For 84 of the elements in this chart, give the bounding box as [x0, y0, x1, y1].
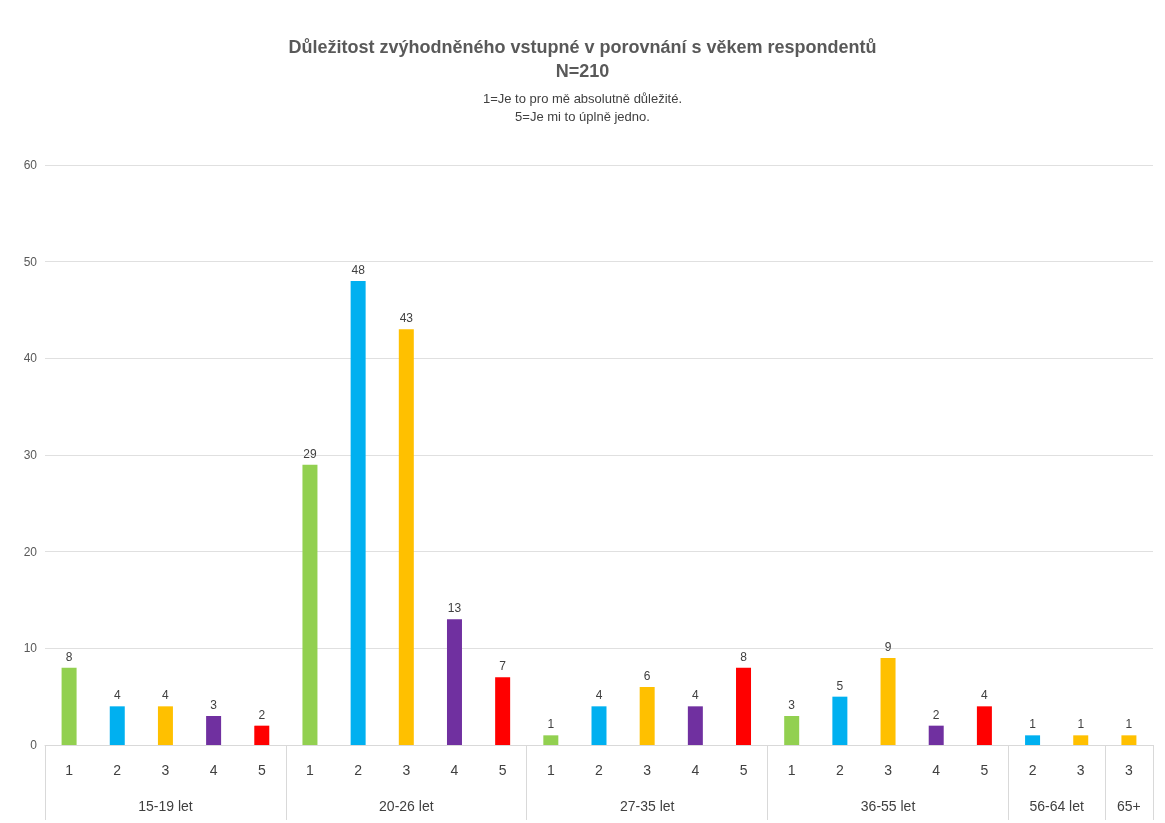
bar — [254, 725, 270, 745]
bar — [109, 706, 125, 745]
x-tick-label: 4 — [209, 762, 218, 778]
x-tick-label: 4 — [450, 762, 459, 778]
bar — [543, 735, 559, 745]
x-tick-label: 1 — [787, 762, 796, 778]
data-label: 6 — [643, 669, 651, 683]
data-label: 3 — [788, 698, 796, 712]
data-label: 43 — [399, 311, 414, 326]
data-label: 1 — [1125, 717, 1133, 732]
x-tick-label: 3 — [161, 762, 170, 778]
x-tick-label: 3 — [643, 762, 652, 778]
x-tick-label: 4 — [691, 762, 700, 778]
x-tick-label: 2 — [354, 762, 363, 778]
data-label: 13 — [447, 601, 462, 616]
bar — [398, 329, 414, 745]
text: 27-35 let — [619, 798, 675, 814]
text: 36-55 let — [860, 798, 916, 814]
bar — [446, 619, 462, 745]
x-tick-label: 5 — [980, 762, 989, 778]
x-tick-label: 2 — [113, 762, 122, 778]
x-tick-label: 3 — [402, 762, 411, 778]
x-tick-label: 2 — [595, 762, 604, 778]
x-tick-label: 1 — [306, 762, 315, 778]
x-tick-label: 1 — [546, 762, 555, 778]
x-tick-label: 1 — [65, 762, 74, 778]
bar — [880, 658, 896, 745]
x-tick-label: 2 — [1028, 762, 1037, 778]
x-tick-label: 4 — [932, 762, 941, 778]
bar — [928, 725, 944, 745]
text: 56-64 let — [1029, 798, 1084, 814]
text: 15-19 let — [138, 798, 193, 814]
data-label: 1 — [1077, 717, 1085, 732]
bar — [784, 716, 800, 745]
y-tick-label: 40 — [23, 351, 38, 366]
data-label: 9 — [884, 640, 892, 654]
bar — [157, 706, 173, 745]
x-tick-label: 2 — [835, 762, 844, 778]
x-tick-label: 5 — [498, 762, 507, 778]
bar — [1121, 735, 1137, 745]
chart-title: Důležitost zvýhodněného vstupné v porovnání s věkem respondentů N=210 — [288, 37, 877, 81]
text: 20-26 let — [379, 798, 434, 814]
data-label: 8 — [65, 649, 73, 664]
bar — [639, 687, 655, 745]
bar — [687, 706, 703, 745]
data-label: 7 — [499, 659, 507, 674]
chart-subtitle: 1=Je to pro mě absolutně důležité. 5=Je mi to úplně jedno. — [482, 90, 683, 124]
x-tick-label: 5 — [739, 762, 748, 778]
bar — [736, 667, 752, 745]
bar — [206, 716, 222, 745]
data-label: 5 — [836, 678, 844, 693]
y-tick-label: 0 — [30, 738, 38, 752]
y-tick-label: 10 — [23, 641, 38, 656]
x-tick-label: 5 — [257, 762, 266, 778]
bar — [976, 706, 992, 745]
y-tick-label: 50 — [23, 254, 38, 269]
bar — [61, 667, 77, 745]
y-tick-label: 60 — [23, 158, 38, 172]
x-tick-label: 3 — [884, 762, 893, 778]
data-label: 4 — [113, 688, 121, 703]
bar — [832, 696, 848, 745]
data-label: 3 — [210, 698, 218, 712]
bar — [350, 281, 366, 745]
data-label: 4 — [692, 688, 699, 703]
data-label: 1 — [547, 717, 555, 732]
y-tick-label: 30 — [23, 448, 38, 462]
data-label: 4 — [981, 688, 989, 703]
bar — [495, 677, 511, 745]
bar — [591, 706, 607, 745]
y-tick-label: 20 — [23, 544, 38, 559]
data-label: 1 — [1029, 717, 1037, 732]
data-label: 4 — [162, 688, 170, 703]
data-label: 2 — [932, 707, 940, 722]
bar — [302, 464, 318, 745]
x-tick-label: 3 — [1076, 762, 1085, 778]
text: 65+ — [1117, 798, 1141, 814]
data-label: 4 — [595, 688, 603, 703]
data-label: 29 — [303, 446, 317, 461]
data-label: 48 — [351, 263, 366, 277]
bar — [1025, 735, 1041, 745]
data-label: 2 — [258, 707, 266, 722]
bar — [1073, 735, 1089, 745]
data-label: 8 — [740, 649, 748, 664]
x-tick-label: 3 — [1125, 762, 1134, 778]
